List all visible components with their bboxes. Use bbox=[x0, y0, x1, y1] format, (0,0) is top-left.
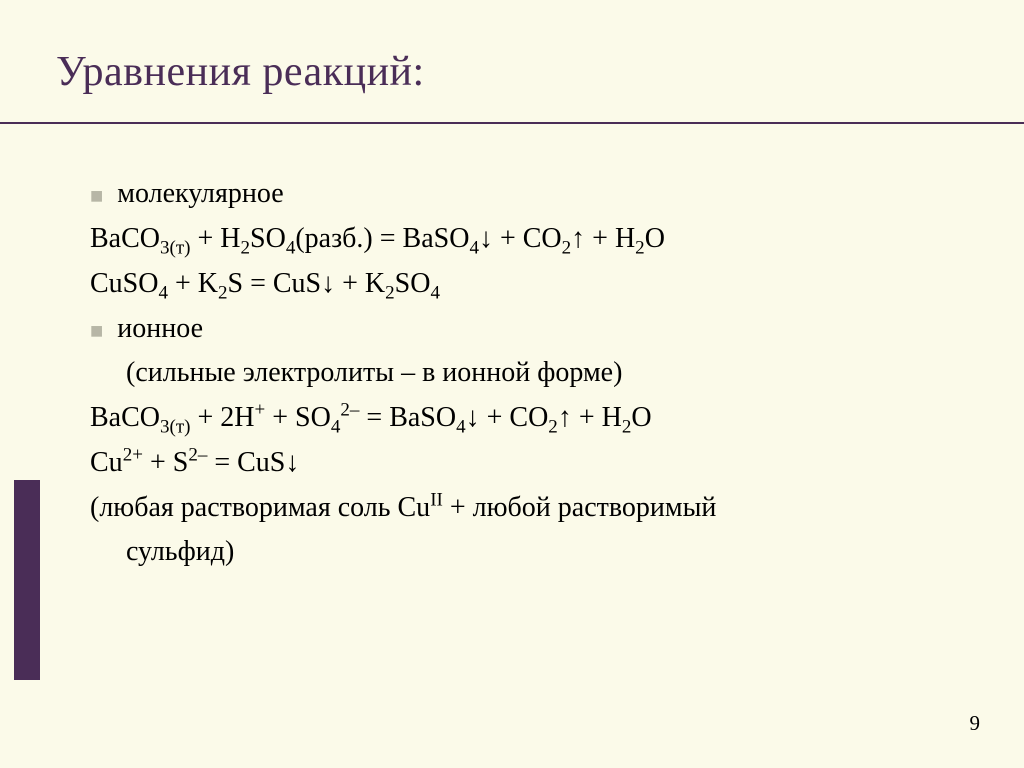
equation-2-text: CuSO4 + K2S = CuS↓ + K2SO4 bbox=[90, 261, 954, 306]
bullet-1-label: молекулярное bbox=[117, 172, 954, 216]
square-bullet-icon: ■ bbox=[90, 179, 103, 214]
bullet-row-2: ■ ионное bbox=[90, 307, 954, 351]
slide-title: Уравнения реакций: bbox=[0, 48, 1024, 96]
equation-3: BaCO3(т) + 2H+ + SO42– = BaSO4↓ + CO2↑ +… bbox=[90, 395, 954, 440]
parenthetical-2-line1: (любая растворимая соль CuII + любой рас… bbox=[90, 486, 954, 530]
equation-2: CuSO4 + K2S = CuS↓ + K2SO4 bbox=[90, 261, 954, 306]
parenthetical-2-cont: сульфид) bbox=[90, 530, 954, 574]
square-bullet-icon: ■ bbox=[90, 314, 103, 349]
up-arrow-icon: ↑ bbox=[571, 222, 585, 253]
slide: Уравнения реакций: ■ молекулярное BaCO3(… bbox=[0, 0, 1024, 768]
bullet-2-label: ионное bbox=[117, 307, 954, 351]
down-arrow-icon: ↓ bbox=[285, 446, 299, 477]
parenthetical-1-text: (сильные электролиты – в ионной форме) bbox=[90, 351, 954, 395]
equation-1: BaCO3(т) + H2SO4(разб.) = BaSO4↓ + CO2↑ … bbox=[90, 216, 954, 261]
page-number: 9 bbox=[970, 711, 981, 736]
parenthetical-2: (любая растворимая соль CuII + любой рас… bbox=[90, 486, 954, 530]
parenthetical-1: (сильные электролиты – в ионной форме) bbox=[90, 351, 954, 395]
equation-1-text: BaCO3(т) + H2SO4(разб.) = BaSO4↓ + CO2↑ … bbox=[90, 216, 954, 261]
down-arrow-icon: ↓ bbox=[321, 267, 335, 298]
down-arrow-icon: ↓ bbox=[479, 222, 493, 253]
equation-4: Cu2+ + S2– = CuS↓ bbox=[90, 440, 954, 485]
down-arrow-icon: ↓ bbox=[466, 401, 480, 432]
parenthetical-2-line2: сульфид) bbox=[90, 530, 954, 574]
equation-3-text: BaCO3(т) + 2H+ + SO42– = BaSO4↓ + CO2↑ +… bbox=[90, 395, 954, 440]
up-arrow-icon: ↑ bbox=[558, 401, 572, 432]
bullet-row-1: ■ молекулярное bbox=[90, 172, 954, 216]
left-accent-bar bbox=[14, 480, 40, 680]
slide-body: ■ молекулярное BaCO3(т) + H2SO4(разб.) =… bbox=[0, 124, 1024, 574]
equation-4-text: Cu2+ + S2– = CuS↓ bbox=[90, 440, 954, 485]
